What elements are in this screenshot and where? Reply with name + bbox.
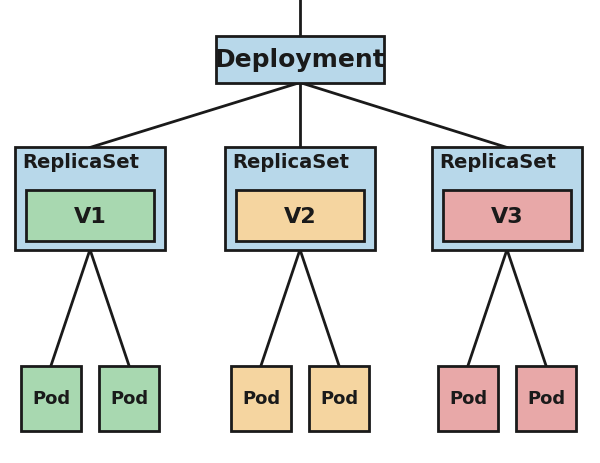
FancyBboxPatch shape [236, 191, 364, 242]
FancyBboxPatch shape [432, 148, 582, 250]
Text: V1: V1 [74, 206, 106, 226]
FancyBboxPatch shape [225, 148, 375, 250]
FancyBboxPatch shape [21, 366, 81, 431]
Text: V2: V2 [284, 206, 316, 226]
Text: Pod: Pod [242, 389, 280, 407]
Text: Pod: Pod [320, 389, 358, 407]
FancyBboxPatch shape [26, 191, 154, 242]
FancyBboxPatch shape [99, 366, 159, 431]
Text: ReplicaSet: ReplicaSet [22, 153, 139, 172]
Text: Pod: Pod [449, 389, 487, 407]
FancyBboxPatch shape [443, 191, 571, 242]
Text: Pod: Pod [527, 389, 565, 407]
FancyBboxPatch shape [309, 366, 369, 431]
FancyBboxPatch shape [15, 148, 165, 250]
Text: Deployment: Deployment [215, 48, 385, 72]
Text: V3: V3 [491, 206, 523, 226]
Text: ReplicaSet: ReplicaSet [439, 153, 556, 172]
FancyBboxPatch shape [231, 366, 291, 431]
FancyBboxPatch shape [438, 366, 498, 431]
Text: Pod: Pod [32, 389, 70, 407]
Text: Pod: Pod [110, 389, 148, 407]
FancyBboxPatch shape [216, 37, 384, 83]
FancyBboxPatch shape [516, 366, 576, 431]
Text: ReplicaSet: ReplicaSet [232, 153, 349, 172]
